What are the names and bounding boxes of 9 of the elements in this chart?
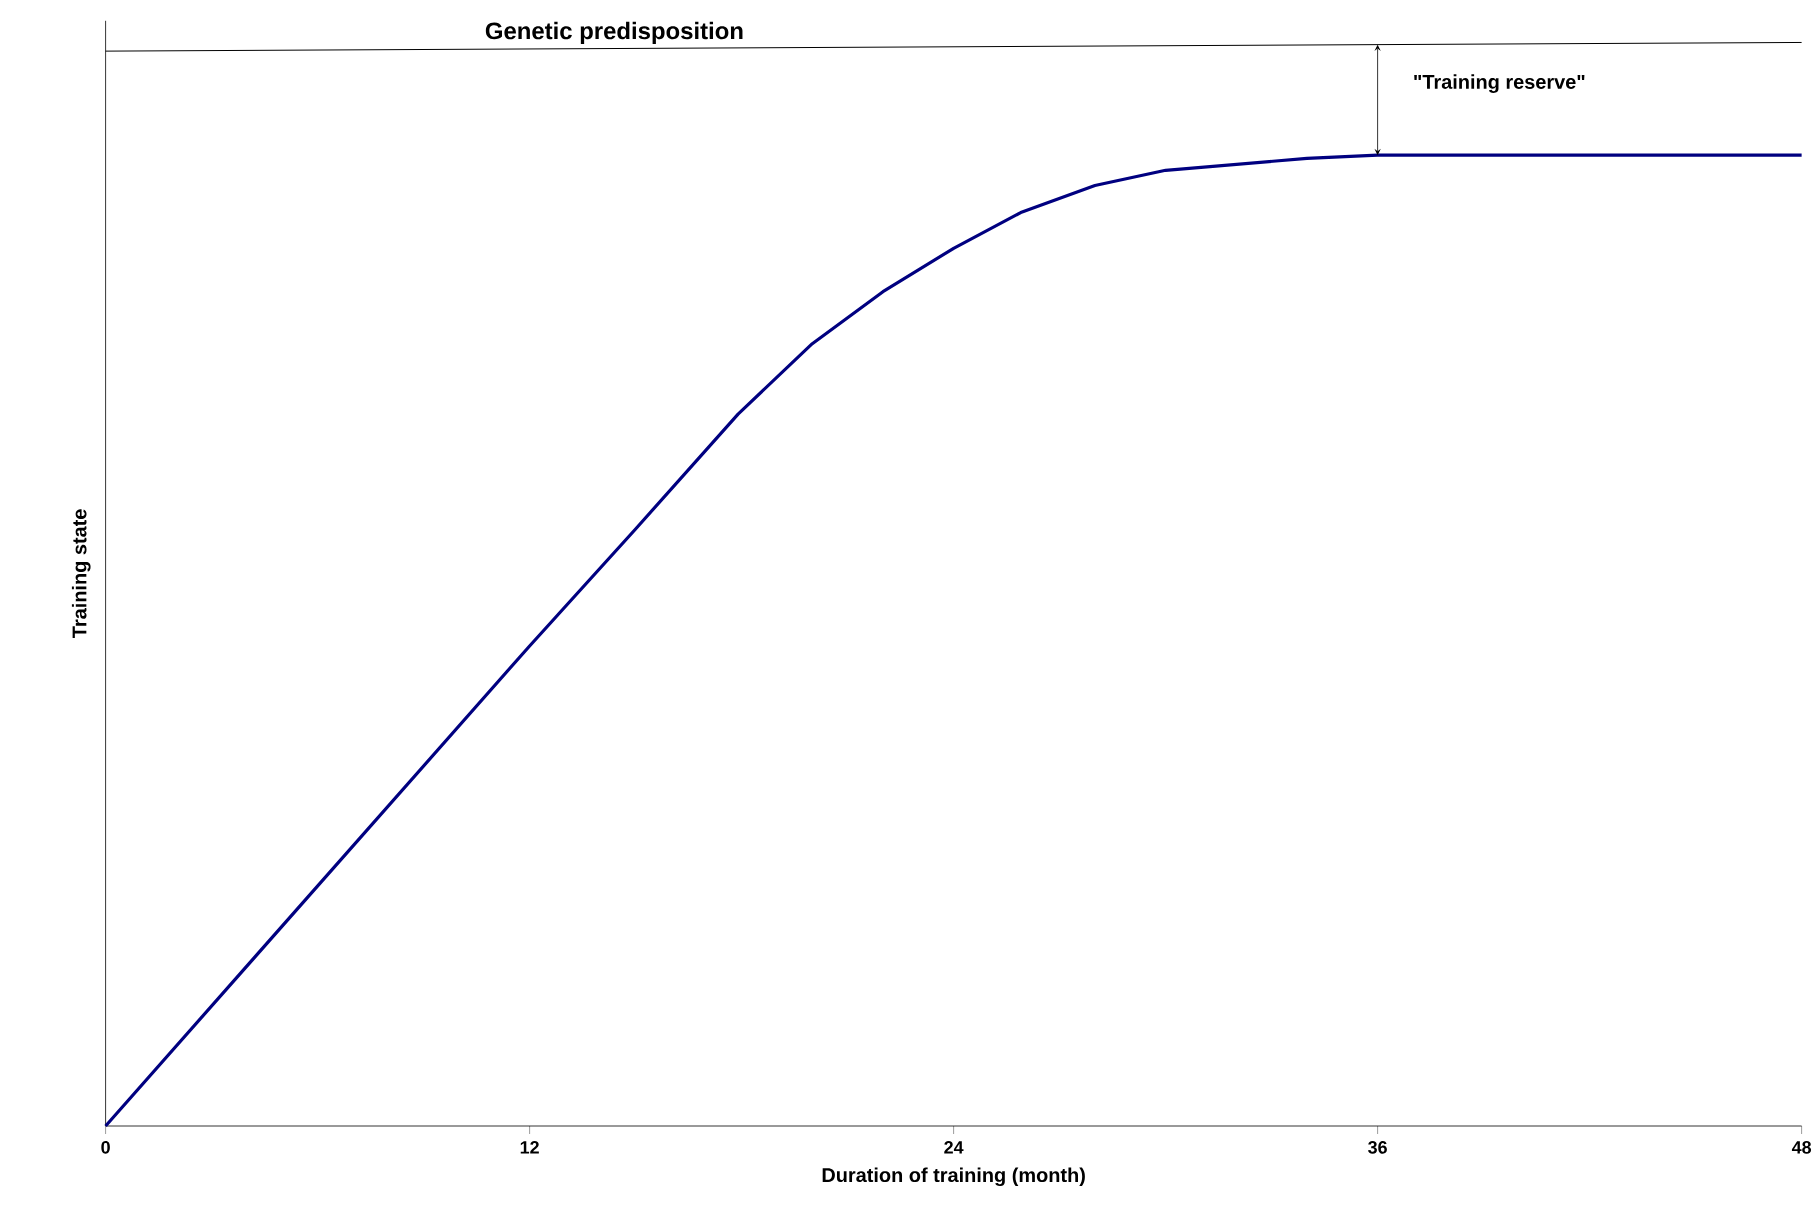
x-tick-label: 24 [944,1141,964,1154]
series-label: Genetic predisposition [485,21,743,45]
x-tick-label: 48 [1791,1141,1812,1154]
x-tick-label: 0 [101,1141,110,1154]
x-tick-label: 12 [520,1141,539,1154]
y-axis-title: Training state [71,509,91,638]
x-axis-title: Duration of training (month) [822,1167,1085,1187]
annotation: "Training reserve" [1414,74,1585,93]
x-tick-label: 36 [1368,1141,1387,1154]
